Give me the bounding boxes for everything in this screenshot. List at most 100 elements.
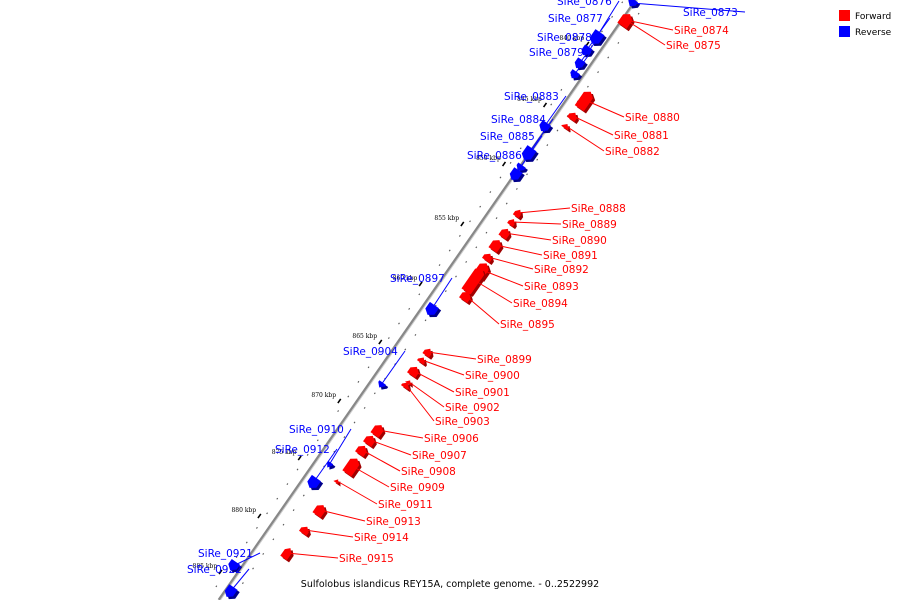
gene-label[interactable]: SiRe_0913 [366,516,421,528]
gene-leader-line [232,552,261,567]
ruler-label: 865 kbp [352,333,377,340]
backbone-tick [519,147,522,150]
backbone-tick [373,392,376,395]
ruler-mark [542,102,548,108]
gene-label[interactable]: SiRe_0904 [343,346,398,358]
forward-gene-arrow[interactable] [417,357,425,365]
gene-label[interactable]: SiRe_0881 [614,130,669,142]
gene-leader-line [481,269,524,287]
backbone-tick [353,421,356,424]
gene-label[interactable]: SiRe_0892 [534,264,589,276]
backbone-tick [637,12,640,15]
forward-gene-arrow[interactable] [574,91,593,112]
gene-label[interactable]: SiRe_0891 [543,250,598,262]
gene-leader-line [408,381,445,408]
gene-label[interactable]: SiRe_0903 [435,416,490,428]
backbone-tick [367,366,370,369]
gene-label[interactable]: SiRe_0909 [390,482,445,494]
gene-label[interactable]: SiRe_0893 [524,281,579,293]
ruler-label: 880 kbp [231,507,256,514]
gene-label[interactable]: SiRe_0901 [455,387,510,399]
forward-gene-arrow[interactable] [482,253,492,263]
backbone-tick [495,217,498,220]
ruler-mark [501,161,507,167]
backbone-tick [458,234,461,237]
gene-label[interactable]: SiRe_0878 [537,32,592,44]
gene-label[interactable]: SiRe_0912 [275,444,330,456]
backbone-tick [323,465,325,468]
gene-label[interactable]: SiRe_0875 [666,40,721,52]
gene-label[interactable]: SiRe_0889 [562,219,617,231]
forward-gene-arrow[interactable] [299,526,309,536]
gene-label[interactable]: SiRe_0876 [557,0,612,8]
ruler-label: 875 kbp [272,449,297,456]
forward-gene-arrow[interactable] [342,458,360,477]
forward-gene-arrow[interactable] [459,291,471,303]
gene-label[interactable]: SiRe_0877 [548,13,603,25]
gene-label[interactable]: SiRe_0880 [625,112,680,124]
forward-gene-arrow[interactable] [617,14,633,29]
reverse-gene-arrow[interactable] [327,460,334,468]
gene-label[interactable]: SiRe_0884 [491,114,546,126]
forward-gene-arrow[interactable] [280,548,292,561]
backbone-tick [587,85,589,88]
legend-reverse-swatch [839,26,850,37]
forward-gene-arrow[interactable] [312,505,326,518]
gene-label[interactable]: SiRe_0914 [354,532,409,544]
backbone-tick [546,144,549,147]
forward-gene-arrow[interactable] [461,268,485,295]
gene-label[interactable]: SiRe_0883 [504,91,559,103]
gene-label[interactable]: SiRe_0897 [390,273,445,285]
gene-label[interactable]: SiRe_0873 [683,7,738,19]
gene-label[interactable]: SiRe_0874 [674,25,729,37]
gene-label[interactable]: SiRe_0908 [401,466,456,478]
gene-label[interactable]: SiRe_0895 [500,319,555,331]
gene-leader-line [328,428,352,466]
backbone-tick [286,483,289,486]
gene-label[interactable]: SiRe_0907 [412,450,467,462]
forward-gene-arrow[interactable] [407,366,419,378]
backbone-tick [333,450,336,453]
gene-label[interactable]: SiRe_0902 [445,402,500,414]
backbone-tick [242,582,244,585]
gene-label[interactable]: SiRe_0886 [467,150,522,162]
forward-gene-arrow[interactable] [355,445,367,457]
forward-gene-arrow[interactable] [507,219,515,227]
gene-label[interactable]: SiRe_0882 [605,146,660,158]
forward-gene-arrow[interactable] [498,228,510,240]
gene-label[interactable]: SiRe_0910 [289,424,344,436]
gene-label[interactable]: SiRe_0922 [187,564,242,576]
gene-leader-line [511,221,562,225]
gene-label[interactable]: SiRe_0921 [198,548,253,560]
backbone-tick [485,231,488,234]
backbone-tick [509,161,512,164]
gene-label[interactable]: SiRe_0879 [529,47,584,59]
ruler-mark [218,569,223,575]
forward-gene-arrow[interactable] [567,112,577,122]
backbone-tick [465,260,468,263]
reverse-gene-arrow[interactable] [228,559,240,571]
gene-label[interactable]: SiRe_0894 [513,298,568,310]
gene-label[interactable]: SiRe_0885 [480,131,535,143]
gene-label[interactable]: SiRe_0900 [465,370,520,382]
gene-leader-line [487,256,534,270]
forward-gene-arrow[interactable] [363,435,375,447]
gene-label[interactable]: SiRe_0915 [339,553,394,565]
gene-label[interactable]: SiRe_0888 [571,203,626,215]
forward-gene-arrow[interactable] [422,348,432,358]
backbone-tick [550,103,553,106]
forward-gene-arrow[interactable] [401,382,409,390]
forward-gene-arrow[interactable] [333,479,339,485]
gene-label[interactable]: SiRe_0906 [424,433,479,445]
backbone-tick [526,173,528,176]
forward-gene-arrow[interactable] [370,425,384,438]
legend-forward-swatch [839,10,850,21]
forward-gene-arrow[interactable] [488,240,502,253]
backbone-tick [266,512,268,515]
forward-gene-arrow[interactable] [561,123,569,131]
gene-label[interactable]: SiRe_0911 [378,499,433,511]
forward-gene-arrow[interactable] [512,209,521,219]
backbone-tick [347,395,350,398]
gene-label[interactable]: SiRe_0899 [477,354,532,366]
gene-label[interactable]: SiRe_0890 [552,235,607,247]
